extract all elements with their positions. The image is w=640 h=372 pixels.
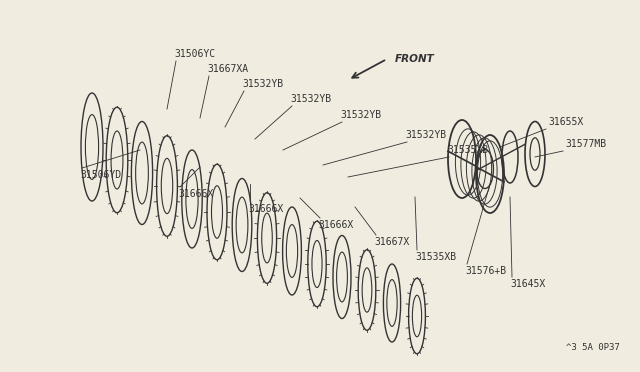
Text: 31532YB: 31532YB — [405, 130, 446, 140]
Text: 31506YD: 31506YD — [80, 170, 121, 180]
Text: 31576+B: 31576+B — [465, 266, 506, 276]
Text: 31535XB: 31535XB — [415, 252, 456, 262]
Text: 31655X: 31655X — [548, 117, 583, 127]
Text: 31667X: 31667X — [374, 237, 409, 247]
Text: 31666X: 31666X — [248, 204, 284, 214]
Text: FRONT: FRONT — [395, 54, 435, 64]
Text: 31532YB: 31532YB — [340, 110, 381, 120]
Text: ^3 5A 0P37: ^3 5A 0P37 — [566, 343, 620, 352]
Text: 31666X: 31666X — [318, 220, 353, 230]
Text: 31645X: 31645X — [510, 279, 545, 289]
Text: 31532YB: 31532YB — [242, 79, 283, 89]
Text: 31577MB: 31577MB — [565, 139, 606, 149]
Text: 31667XA: 31667XA — [207, 64, 248, 74]
Text: 31666X: 31666X — [178, 189, 213, 199]
Text: 31506YC: 31506YC — [174, 49, 215, 59]
Text: 31532YB: 31532YB — [290, 94, 331, 104]
Text: 31535XB: 31535XB — [447, 145, 488, 155]
